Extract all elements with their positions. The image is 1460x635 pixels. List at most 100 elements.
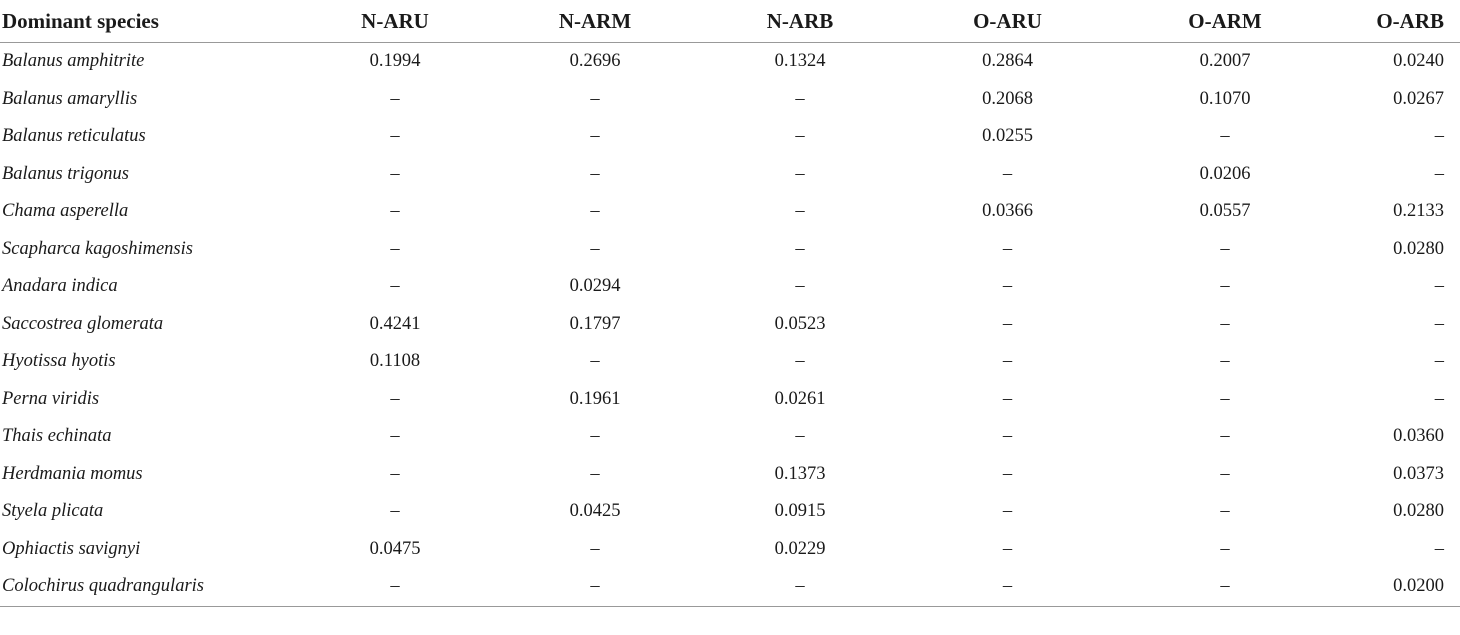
value-cell: – xyxy=(900,531,1115,569)
value-cell: – xyxy=(490,231,700,269)
value-cell: 0.1961 xyxy=(490,381,700,419)
value-cell: – xyxy=(490,343,700,381)
value-cell: – xyxy=(300,493,490,531)
value-cell: 0.0523 xyxy=(700,306,900,344)
value-cell: 0.2696 xyxy=(490,43,700,81)
table-row: Hyotissa hyotis 0.1108 – – – – – xyxy=(0,343,1460,381)
value-cell: 0.0475 xyxy=(300,531,490,569)
value-cell: 0.2068 xyxy=(900,81,1115,119)
value-cell: – xyxy=(490,193,700,231)
species-name-cell: Chama asperella xyxy=(0,193,300,231)
value-cell: 0.0240 xyxy=(1335,43,1460,81)
value-cell: – xyxy=(1115,381,1335,419)
value-cell: 0.0557 xyxy=(1115,193,1335,231)
header-o-aru: O-ARU xyxy=(900,0,1115,43)
value-cell: – xyxy=(1115,118,1335,156)
species-name-cell: Thais echinata xyxy=(0,418,300,456)
value-cell: – xyxy=(900,381,1115,419)
value-cell: – xyxy=(700,418,900,456)
value-cell: – xyxy=(1335,381,1460,419)
value-cell: 0.1373 xyxy=(700,456,900,494)
table-row: Anadara indica – 0.0294 – – – – xyxy=(0,268,1460,306)
value-cell: – xyxy=(300,118,490,156)
table-body: Balanus amphitrite 0.1994 0.2696 0.1324 0.28… xyxy=(0,43,1460,607)
header-dominant-species: Dominant species xyxy=(0,0,300,43)
value-cell: – xyxy=(1335,156,1460,194)
value-cell: – xyxy=(300,418,490,456)
value-cell: – xyxy=(700,268,900,306)
value-cell: – xyxy=(1335,343,1460,381)
table-row: Herdmania momus – – 0.1373 – – 0.0373 xyxy=(0,456,1460,494)
value-cell: – xyxy=(300,156,490,194)
value-cell: 0.0229 xyxy=(700,531,900,569)
value-cell: 0.0280 xyxy=(1335,493,1460,531)
species-name-cell: Ophiactis savignyi xyxy=(0,531,300,569)
value-cell: – xyxy=(1115,568,1335,606)
value-cell: 0.4241 xyxy=(300,306,490,344)
value-cell: – xyxy=(700,343,900,381)
header-n-arb: N-ARB xyxy=(700,0,900,43)
table-row: Balanus amaryllis – – – 0.2068 0.1070 0.0267 xyxy=(0,81,1460,119)
value-cell: – xyxy=(700,193,900,231)
dominant-species-table: Dominant species N-ARU N-ARM N-ARB O-ARU… xyxy=(0,0,1460,607)
value-cell: 0.0200 xyxy=(1335,568,1460,606)
value-cell: – xyxy=(700,156,900,194)
value-cell: – xyxy=(900,568,1115,606)
table-row: Balanus amphitrite 0.1994 0.2696 0.1324 0.28… xyxy=(0,43,1460,81)
value-cell: 0.0366 xyxy=(900,193,1115,231)
species-name-cell: Balanus reticulatus xyxy=(0,118,300,156)
table-header: Dominant species N-ARU N-ARM N-ARB O-ARU… xyxy=(0,0,1460,43)
value-cell: – xyxy=(700,231,900,269)
table-row: Perna viridis – 0.1961 0.0261 – – – xyxy=(0,381,1460,419)
value-cell: – xyxy=(700,81,900,119)
value-cell: – xyxy=(300,568,490,606)
table-row: Colochirus quadrangularis – – – – –0.0200 xyxy=(0,568,1460,606)
value-cell: – xyxy=(1115,493,1335,531)
value-cell: 0.0373 xyxy=(1335,456,1460,494)
species-name-cell: Saccostrea glomerata xyxy=(0,306,300,344)
value-cell: 0.0915 xyxy=(700,493,900,531)
value-cell: 0.1994 xyxy=(300,43,490,81)
value-cell: 0.0294 xyxy=(490,268,700,306)
value-cell: – xyxy=(490,456,700,494)
value-cell: – xyxy=(490,118,700,156)
value-cell: – xyxy=(1115,456,1335,494)
header-n-aru: N-ARU xyxy=(300,0,490,43)
species-name-cell: Styela plicata xyxy=(0,493,300,531)
table-row: Saccostrea glomerata 0.4241 0.1797 0.0523 – –… xyxy=(0,306,1460,344)
table-row: Thais echinata – – – – – 0.0360 xyxy=(0,418,1460,456)
value-cell: – xyxy=(490,418,700,456)
value-cell: 0.1797 xyxy=(490,306,700,344)
table-row: Ophiactis savignyi 0.0475 – 0.0229 – – – xyxy=(0,531,1460,569)
value-cell: – xyxy=(900,418,1115,456)
species-name-cell: Herdmania momus xyxy=(0,456,300,494)
value-cell: 0.2864 xyxy=(900,43,1115,81)
value-cell: – xyxy=(1335,268,1460,306)
header-n-arm: N-ARM xyxy=(490,0,700,43)
value-cell: – xyxy=(1335,118,1460,156)
value-cell: – xyxy=(1115,231,1335,269)
species-name-cell: Colochirus quadrangularis xyxy=(0,568,300,606)
value-cell: – xyxy=(490,568,700,606)
value-cell: – xyxy=(900,268,1115,306)
species-name-cell: Balanus trigonus xyxy=(0,156,300,194)
value-cell: 0.0261 xyxy=(700,381,900,419)
species-name-cell: Balanus amaryllis xyxy=(0,81,300,119)
header-row: Dominant species N-ARU N-ARM N-ARB O-ARU… xyxy=(0,0,1460,43)
value-cell: 0.0280 xyxy=(1335,231,1460,269)
value-cell: – xyxy=(300,456,490,494)
value-cell: – xyxy=(900,156,1115,194)
value-cell: – xyxy=(900,231,1115,269)
species-name-cell: Anadara indica xyxy=(0,268,300,306)
value-cell: 0.1324 xyxy=(700,43,900,81)
value-cell: 0.0360 xyxy=(1335,418,1460,456)
header-o-arb: O-ARB xyxy=(1335,0,1460,43)
value-cell: 0.1070 xyxy=(1115,81,1335,119)
value-cell: – xyxy=(1115,418,1335,456)
value-cell: – xyxy=(300,381,490,419)
value-cell: – xyxy=(900,456,1115,494)
table-row: Balanus trigonus – – – – 0.0206 – xyxy=(0,156,1460,194)
value-cell: 0.0425 xyxy=(490,493,700,531)
table-row: Scapharca kagoshimensis – – – – – 0.0280 xyxy=(0,231,1460,269)
header-o-arm: O-ARM xyxy=(1115,0,1335,43)
